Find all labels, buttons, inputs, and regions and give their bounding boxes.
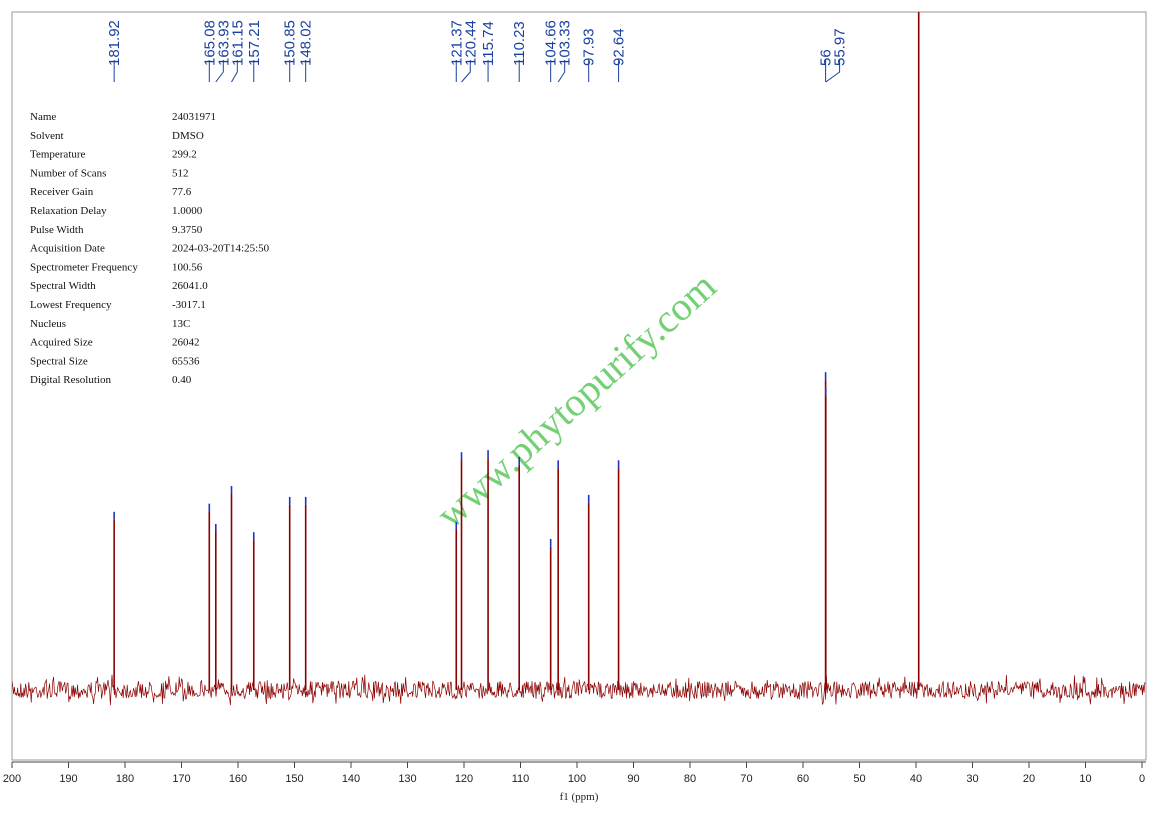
param-name: Nucleus [30, 318, 66, 330]
baseline-noise [12, 674, 1146, 706]
x-tick-label: 40 [910, 773, 922, 785]
x-tick-label: 120 [455, 773, 473, 785]
x-tick-label: 100 [568, 773, 586, 785]
peak-label: 120.44 [462, 20, 479, 66]
x-tick-label: 140 [342, 773, 360, 785]
x-tick-label: 110 [512, 773, 530, 785]
x-tick-label: 90 [627, 773, 639, 785]
param-value: 1.0000 [172, 205, 203, 217]
param-name: Relaxation Delay [30, 205, 107, 217]
peak-label: 103.33 [557, 20, 574, 66]
param-value: 0.40 [172, 374, 192, 386]
x-tick-label: 180 [116, 773, 134, 785]
param-name: Spectrometer Frequency [30, 261, 138, 273]
plot-area [12, 12, 1146, 706]
param-value: 100.56 [172, 261, 203, 273]
param-value: 65536 [172, 355, 200, 367]
param-value: 13C [172, 318, 190, 330]
peak-label: 165.08 [201, 20, 218, 66]
peak-connector [215, 60, 224, 83]
param-name: Pulse Width [30, 224, 84, 236]
param-value: 26042 [172, 337, 200, 349]
param-value: 512 [172, 167, 189, 179]
param-value: 24031971 [172, 111, 216, 123]
param-name: Solvent [30, 130, 64, 142]
param-name: Digital Resolution [30, 374, 111, 386]
x-tick-label: 170 [172, 773, 190, 785]
peak-connector [825, 60, 841, 83]
plot-frame [11, 11, 1147, 761]
x-tick-label: 10 [1079, 773, 1091, 785]
param-name: Lowest Frequency [30, 299, 112, 311]
x-tick-label: 20 [1023, 773, 1035, 785]
x-tick-label: 60 [797, 773, 809, 785]
peak-label: 181.92 [106, 20, 123, 66]
param-name: Temperature [30, 149, 86, 161]
param-value: 26041.0 [172, 280, 208, 292]
peak-label: 121.37 [448, 20, 465, 66]
x-tick-label: 200 [3, 773, 21, 785]
param-value: 9.3750 [172, 224, 203, 236]
param-name: Spectral Size [30, 355, 88, 367]
x-tick-label: 0 [1139, 773, 1145, 785]
peak-label: 55.97 [832, 28, 849, 66]
peak-label: 92.64 [611, 28, 628, 66]
peak-label: 115.74 [480, 21, 497, 66]
param-value: 77.6 [172, 186, 192, 198]
x-tick-label: 80 [684, 773, 696, 785]
x-tick-label: 70 [740, 773, 752, 785]
param-name: Acquisition Date [30, 243, 105, 255]
param-value: DMSO [172, 130, 204, 142]
param-value: 2024-03-20T14:25:50 [172, 243, 270, 255]
peak-label: 56 [818, 49, 835, 66]
watermark: www.phytopurify.com [427, 263, 724, 537]
param-value: 299.2 [172, 149, 197, 161]
x-axis-label: f1 (ppm) [560, 791, 599, 803]
peak-label: 163.93 [215, 20, 232, 66]
peak-label: 97.93 [581, 28, 598, 66]
peak-label: 157.21 [246, 20, 263, 66]
x-tick-label: 160 [229, 773, 247, 785]
x-tick-label: 50 [853, 773, 865, 785]
param-name: Number of Scans [30, 167, 106, 179]
peak-connector [461, 60, 471, 83]
x-tick-label: 150 [285, 773, 303, 785]
peak-label: 110.23 [511, 21, 528, 66]
peak-connector [231, 60, 238, 83]
param-value: -3017.1 [172, 299, 206, 311]
peak-label: 150.85 [282, 20, 299, 66]
param-name: Spectral Width [30, 280, 96, 292]
peak-label: 104.66 [543, 20, 560, 66]
peak-connector [557, 60, 566, 83]
x-tick-label: 30 [966, 773, 978, 785]
peak-label: 148.02 [298, 20, 315, 66]
x-tick-label: 190 [59, 773, 77, 785]
x-tick-label: 130 [398, 773, 416, 785]
peak-label: 161.15 [229, 20, 246, 66]
parameter-table: Name 24031971 Solvent DMSO Temperature 299.2 N… [30, 111, 270, 386]
param-name: Acquired Size [30, 337, 93, 349]
param-name: Receiver Gain [30, 186, 94, 198]
param-name: Name [30, 111, 56, 123]
